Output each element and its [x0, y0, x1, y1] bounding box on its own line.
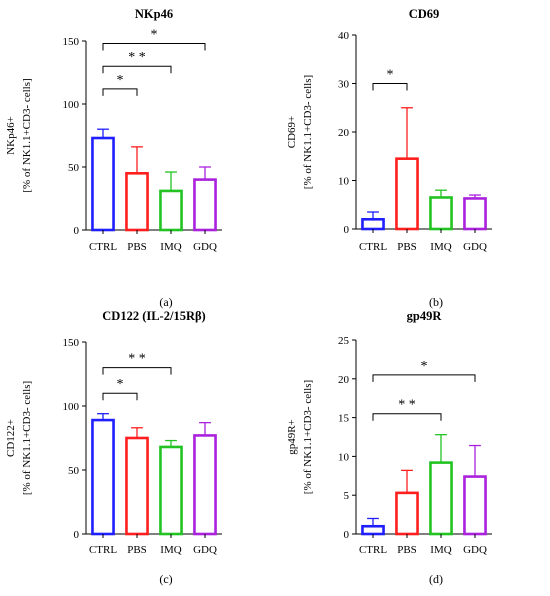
x-tick-label-gdq: GDQ [193, 241, 217, 253]
y-tick-label: 100 [63, 401, 80, 413]
y-tick-label: 30 [338, 79, 350, 91]
bar-imq [159, 189, 183, 232]
y-tick-label: 0 [74, 225, 80, 237]
y-tick-label: 10 [338, 451, 350, 463]
significance-marker: * * [398, 398, 416, 413]
x-tick-label-ctrl: CTRL [359, 544, 387, 556]
panel-caption: (c) [159, 572, 172, 586]
bar-ctrl [91, 136, 115, 232]
significance-marker: * [117, 377, 124, 392]
y-tick-label: 10 [338, 176, 350, 188]
y-tick-label: 5 [344, 490, 350, 502]
bar-gdq [463, 475, 487, 536]
bar-gdq [193, 434, 217, 536]
significance-marker: * [117, 73, 124, 88]
significance-bracket [102, 367, 172, 375]
chart-title: CD122 (IL-2/15Rβ) [102, 309, 205, 323]
x-tick-label-pbs: PBS [127, 241, 147, 253]
bar-pbs [125, 172, 149, 232]
chart-title: CD69 [409, 7, 440, 21]
y-axis-label-units: [% of NK1.1+CD3- cells] [302, 75, 314, 189]
x-tick-label-pbs: PBS [397, 241, 417, 253]
x-tick-label-imq: IMQ [430, 241, 451, 253]
panel-caption: (d) [429, 572, 443, 586]
y-axis-label-units: [% of NK1.1+CD3- cells] [302, 380, 314, 494]
significance-marker: * [387, 68, 394, 83]
y-tick-label: 50 [68, 162, 80, 174]
chart-title: gp49R [407, 309, 443, 323]
significance-marker: * [421, 359, 428, 374]
bar-imq [429, 196, 453, 231]
y-tick-label: 20 [338, 127, 350, 139]
y-tick-label: 40 [338, 30, 350, 42]
significance-bracket [102, 65, 172, 74]
significance-marker: * * [128, 50, 146, 65]
panel-caption: (b) [429, 295, 443, 309]
y-tick-label: 20 [338, 374, 350, 386]
significance-marker: * [151, 28, 158, 43]
x-tick-label-gdq: GDQ [463, 241, 487, 253]
y-tick-label: 0 [344, 224, 350, 236]
y-tick-label: 50 [68, 465, 80, 477]
x-tick-label-imq: IMQ [160, 241, 181, 253]
chart-panel-c: CD122 (IL-2/15Rβ) 0 50 100 150 CD122+ [% of NK… [5, 309, 222, 586]
chart-title: NKp46 [135, 7, 173, 21]
significance-bracket [372, 83, 408, 91]
chart-panel-a: NKp46 0 50 100 150 NKp46+ [% of NK1.1+CD3- cel… [5, 7, 222, 309]
bar-pbs [395, 491, 419, 536]
y-axis-label: NKp46+ [5, 116, 17, 155]
bar-ctrl [91, 418, 115, 536]
x-tick-label-ctrl: CTRL [359, 241, 387, 253]
significance-marker: * * [128, 352, 146, 367]
significance-bracket [102, 392, 138, 401]
x-tick-label-gdq: GDQ [463, 544, 487, 556]
x-tick-label-imq: IMQ [430, 544, 451, 556]
y-tick-label: 0 [344, 529, 350, 541]
y-tick-label: 25 [338, 335, 350, 347]
y-axis-label-units: [% of NK1.1+CD3- cells] [21, 78, 33, 192]
significance-bracket [372, 413, 442, 421]
panel-caption: (a) [159, 295, 172, 309]
y-tick-label: 150 [63, 36, 80, 48]
bar-pbs [395, 157, 419, 231]
bar-imq [159, 445, 183, 536]
y-axis-label: CD69+ [286, 116, 298, 148]
y-tick-label: 0 [74, 529, 80, 541]
significance-bracket [102, 43, 206, 51]
significance-bracket [102, 88, 138, 96]
bar-imq [429, 461, 453, 536]
bar-pbs [125, 436, 149, 536]
bar-ctrl [361, 218, 385, 231]
x-tick-label-pbs: PBS [127, 544, 147, 556]
y-tick-label: 150 [63, 337, 80, 349]
x-tick-label-ctrl: CTRL [89, 241, 117, 253]
x-tick-label-ctrl: CTRL [89, 544, 117, 556]
x-tick-label-gdq: GDQ [193, 544, 217, 556]
y-axis-label-units: [% of NK1.1+CD3- cells] [21, 381, 33, 495]
significance-bracket [372, 374, 476, 382]
y-tick-label: 100 [63, 99, 80, 111]
y-axis-label: gp49R+ [286, 419, 298, 455]
y-tick-label: 15 [338, 413, 350, 425]
bar-ctrl [361, 524, 385, 536]
chart-panel-d: gp49R 0 5 10 15 20 25 gp49R+ [% of NK1.1+CD3- ce… [286, 309, 492, 586]
y-axis-label: CD122+ [5, 419, 17, 457]
chart-panel-b: CD69 0 10 20 30 40 CD69+ [% of NK1.1+CD3- cells… [286, 7, 492, 309]
bar-gdq [463, 197, 487, 231]
bar-gdq [193, 178, 217, 232]
x-tick-label-pbs: PBS [397, 544, 417, 556]
x-tick-label-imq: IMQ [160, 544, 181, 556]
